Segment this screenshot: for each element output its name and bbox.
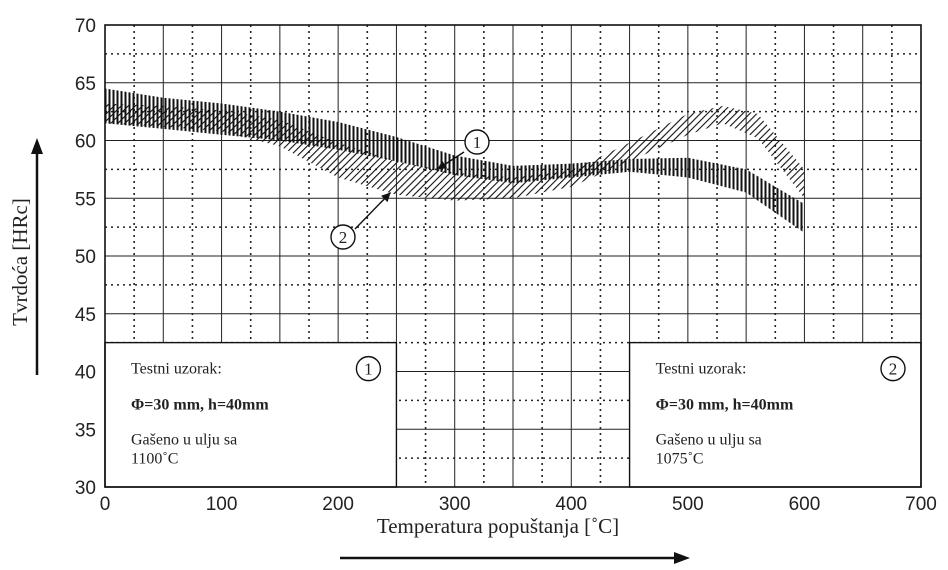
legend-box-marker-label: 1 [364, 360, 373, 379]
x-tick-labels: 0 100 200 300 400 500 600 700 [100, 494, 937, 515]
y-tick-label: 30 [75, 478, 96, 499]
callout-arrowhead-1 [437, 160, 448, 170]
y-axis-arrowhead [31, 138, 43, 154]
callout-circle-2 [330, 224, 356, 250]
x-tick-label: 300 [439, 494, 471, 515]
y-tick-label: 55 [75, 189, 96, 210]
y-tick-label: 60 [75, 132, 96, 153]
x-tick-label: 200 [322, 494, 354, 515]
y-tick-labels: 30 35 40 45 50 55 60 65 70 [75, 16, 96, 499]
legend-box-line1: Gašeno u ulju sa [131, 432, 237, 449]
x-tick-label: 700 [905, 494, 937, 515]
callout-arrowhead-2 [381, 192, 391, 203]
legend-box-title: Testni uzorak: [656, 361, 747, 378]
callouts: 12 [330, 129, 490, 250]
y-tick-label: 65 [75, 74, 96, 95]
callout-label-2: 2 [339, 228, 348, 247]
y-axis-title: Tvrdoća [HRc] [8, 198, 32, 326]
series-band-2 [105, 103, 805, 201]
y-tick-label: 40 [75, 363, 96, 384]
legend-box-marker-circle [880, 355, 906, 382]
legend-box-marker-circle [355, 355, 382, 382]
legend-box-dims: Φ=30 mm, h=40mm [656, 397, 794, 414]
x-axis-title: Temperatura popuštanja [˚C] [377, 514, 619, 538]
legend-box-line2: 1075˚C [656, 451, 704, 468]
plot-frame [104, 24, 922, 488]
y-tick-label: 50 [75, 247, 96, 268]
x-axis-arrowhead [674, 552, 690, 564]
legend-box-title: Testni uzorak: [131, 361, 222, 378]
callout-label-1: 1 [473, 133, 482, 152]
legend-boxes: Testni uzorak: Φ=30 mm, h=40mm Gašeno u ul… [104, 341, 922, 488]
legend-box-1 [104, 341, 398, 488]
x-tick-label: 600 [789, 494, 821, 515]
x-tick-label: 100 [206, 494, 238, 515]
x-tick-label: 500 [672, 494, 704, 515]
legend-box-line1: Gašeno u ulju sa [656, 432, 762, 449]
x-tick-label: 0 [100, 494, 111, 515]
callout-circle-1 [464, 129, 490, 155]
legend-box-2 [628, 341, 922, 488]
y-tick-label: 35 [75, 420, 96, 441]
y-tick-label: 45 [75, 305, 96, 326]
legend-box-marker-label: 2 [889, 360, 898, 379]
legend-box-line2: 1100˚C [131, 451, 178, 468]
series-bands [105, 88, 805, 233]
y-tick-label: 70 [75, 16, 96, 37]
x-tick-label: 400 [555, 494, 587, 515]
legend-box-dims: Φ=30 mm, h=40mm [131, 397, 269, 414]
